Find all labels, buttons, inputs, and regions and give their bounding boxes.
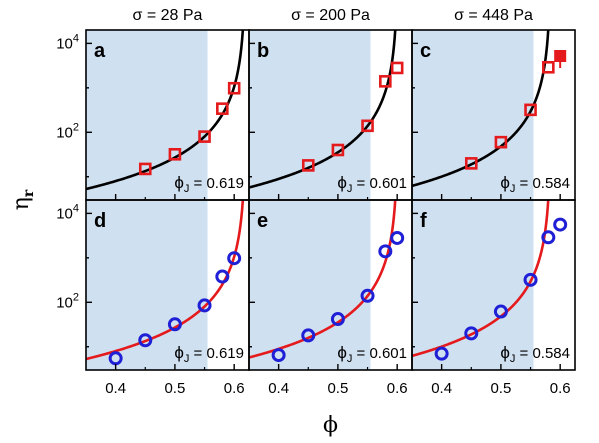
y-tick-exponent: 2 [73,121,79,133]
data-point [301,328,316,343]
data-point [464,157,478,170]
y-tick-exponent: 4 [73,202,79,214]
fit-curve [412,200,550,358]
phi-j-subscript: J [347,183,353,195]
data-point [215,269,230,284]
y-tick-base: 10 [56,205,73,222]
y-tick-label: 104 [56,32,79,52]
phi-j-value: = 0.584 [515,345,570,362]
phi-j-symbol: ϕ [174,173,184,192]
data-point [331,143,345,157]
data-point [361,119,374,133]
phi-j-label: ϕJ = 0.619 [174,343,244,365]
data-point [553,217,568,232]
x-tick-label: 0.6 [550,380,571,397]
phi-j-label: ϕJ = 0.601 [337,173,407,195]
y-axis-title-subscript: r [21,189,37,197]
panel-frame [411,199,576,371]
fit-curve [412,30,550,188]
y-tick-label: 104 [56,202,79,222]
phi-j-symbol: ϕ [500,343,510,362]
panel-letter: b [257,40,269,62]
data-point [434,346,449,361]
panel-letter: d [94,210,106,232]
data-point-filled [554,50,567,63]
data-point [330,312,345,327]
panel-letter: c [420,40,431,62]
data-point [197,298,212,313]
phi-j-subscript: J [510,353,516,365]
fit-curve [86,30,245,191]
panel-letter: a [94,40,106,62]
phi-j-symbol: ϕ [500,173,510,192]
x-tick-label: 0.6 [387,380,408,397]
y-tick-base: 10 [56,294,73,311]
column-title: σ = 448 Pa [454,7,533,24]
phi-j-subscript: J [510,183,516,195]
data-point [138,162,152,176]
phi-j-subscript: J [347,353,353,365]
y-tick-exponent: 2 [73,291,79,303]
y-tick-base: 10 [56,124,73,141]
phi-j-symbol: ϕ [174,343,184,362]
data-point [379,75,392,88]
data-point [493,304,508,319]
data-point [541,230,556,245]
x-tick-label: 0.5 [490,380,511,397]
column-title: σ = 200 Pa [291,7,370,24]
data-point [390,230,405,245]
data-point [390,61,404,75]
phi-j-value: = 0.584 [515,175,570,192]
data-point [198,130,211,143]
data-point [271,348,286,363]
y-axis-title: ηr [9,189,37,210]
data-point [168,147,182,161]
y-tick-label: 102 [56,291,79,311]
phi-j-value: = 0.619 [189,345,244,362]
shaded-region [412,200,534,370]
fit-curve [86,200,245,361]
data-point [227,81,241,95]
phi-j-subscript: J [184,353,190,365]
phi-j-label: ϕJ = 0.619 [174,173,244,195]
shaded-region [412,30,534,200]
data-point [523,272,538,287]
x-tick-label: 0.4 [268,380,289,397]
phi-j-value: = 0.619 [189,175,244,192]
data-point [108,351,123,366]
data-point [216,102,229,115]
phi-j-symbol: ϕ [337,173,347,192]
phi-j-value: = 0.601 [352,175,407,192]
phi-j-symbol: ϕ [337,343,347,362]
data-point [464,326,479,341]
panel-letter: f [420,210,427,232]
x-tick-label: 0.4 [105,380,126,397]
x-tick-label: 0.4 [431,380,452,397]
panel-letter: e [257,210,268,232]
data-point [524,103,537,117]
data-point [360,288,375,303]
data-point [138,333,153,348]
column-title: σ = 28 Pa [133,7,203,24]
phi-j-subscript: J [184,183,190,195]
phi-j-value: = 0.601 [352,345,407,362]
data-point [167,317,182,332]
y-tick-base: 10 [56,35,73,52]
y-tick-exponent: 4 [73,32,79,44]
phi-j-label: ϕJ = 0.584 [500,343,570,365]
x-axis-title: ϕ [323,413,338,438]
data-point [378,244,393,259]
data-point [542,60,555,74]
phi-j-label: ϕJ = 0.601 [337,343,407,365]
data-point [227,251,242,266]
x-tick-label: 0.5 [164,380,185,397]
data-point [301,159,315,172]
x-tick-label: 0.6 [224,380,245,397]
data-point [494,135,508,149]
y-tick-label: 102 [56,121,79,141]
phi-j-label: ϕJ = 0.584 [500,173,570,195]
x-tick-label: 0.5 [327,380,348,397]
